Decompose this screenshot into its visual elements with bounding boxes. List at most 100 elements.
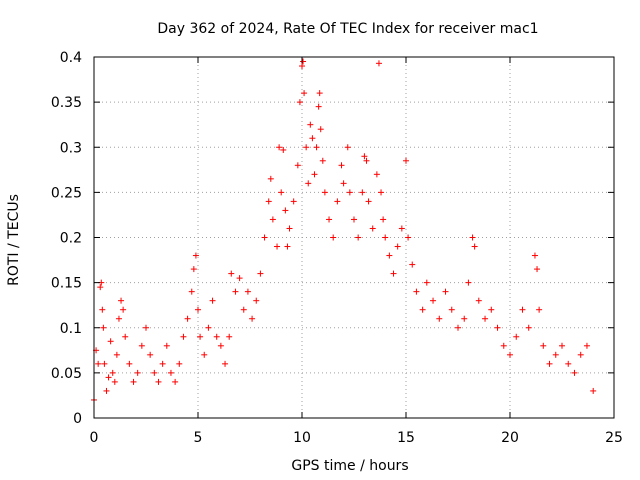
data-point — [209, 297, 216, 304]
data-point — [469, 234, 476, 241]
data-point — [488, 306, 495, 313]
data-point — [552, 351, 559, 358]
data-point — [290, 198, 297, 205]
data-point — [442, 288, 449, 295]
data-point — [373, 171, 380, 178]
data-point — [513, 333, 520, 340]
data-point — [311, 171, 318, 178]
data-point — [344, 144, 351, 151]
data-point — [363, 157, 370, 164]
data-point — [375, 60, 382, 67]
data-point — [394, 243, 401, 250]
data-point — [197, 333, 204, 340]
data-point — [571, 369, 578, 376]
data-point — [118, 297, 125, 304]
data-point — [419, 306, 426, 313]
y-axis-label: ROTI / TECUs — [6, 194, 22, 286]
data-point — [340, 180, 347, 187]
data-point — [531, 252, 538, 259]
grid-lines — [94, 57, 614, 418]
data-point — [565, 360, 572, 367]
data-point — [240, 306, 247, 313]
data-point — [232, 288, 239, 295]
data-point — [99, 306, 106, 313]
data-point — [413, 288, 420, 295]
data-point — [546, 360, 553, 367]
data-point — [100, 324, 107, 331]
data-point — [134, 369, 141, 376]
data-point — [430, 297, 437, 304]
data-point — [276, 144, 283, 151]
data-point — [236, 275, 243, 282]
data-point — [330, 234, 337, 241]
data-point — [351, 216, 357, 223]
data-point — [280, 146, 287, 153]
data-point — [111, 378, 118, 385]
data-point — [184, 315, 191, 322]
data-point — [201, 351, 208, 358]
data-point — [338, 162, 345, 169]
data-point — [471, 243, 478, 250]
data-point — [461, 315, 468, 322]
data-point — [465, 279, 472, 286]
data-point — [278, 189, 285, 196]
data-point — [176, 360, 183, 367]
data-point — [315, 103, 322, 110]
y-tick-label: 0.4 — [60, 50, 82, 66]
data-point — [122, 333, 129, 340]
data-point — [507, 351, 513, 358]
data-point — [583, 342, 590, 349]
data-point — [423, 279, 430, 286]
data-point — [267, 175, 274, 182]
x-tick-label: 25 — [605, 430, 623, 446]
data-point — [97, 284, 104, 291]
data-point — [167, 369, 174, 376]
data-point — [143, 324, 149, 331]
data-point — [365, 198, 372, 205]
data-point — [294, 162, 301, 169]
data-point — [101, 360, 108, 367]
y-tick-label: 0.3 — [60, 140, 82, 156]
data-point — [138, 342, 145, 349]
y-tick-label: 0.1 — [60, 321, 82, 337]
data-point — [398, 225, 405, 232]
x-tick-label: 0 — [90, 430, 99, 446]
data-point — [334, 198, 341, 205]
x-tick-labels: 0 5 10 15 20 25 — [90, 430, 623, 446]
data-point — [265, 198, 272, 205]
data-point — [405, 234, 412, 241]
x-tick-label: 20 — [501, 430, 519, 446]
data-point — [105, 374, 112, 381]
data-point — [205, 324, 212, 331]
y-tick-label: 0.05 — [51, 366, 82, 382]
data-point — [519, 306, 526, 313]
data-point — [195, 306, 201, 313]
data-point — [559, 342, 565, 349]
data-point — [448, 306, 455, 313]
y-tick-labels: 0 0.05 0.1 0.15 0.2 0.25 0.3 0.35 0.4 — [51, 50, 82, 427]
data-point — [359, 189, 366, 196]
x-axis-label: GPS time / hours — [291, 458, 408, 474]
data-point — [525, 324, 532, 331]
data-point — [540, 342, 547, 349]
y-tick-label: 0 — [73, 411, 82, 427]
data-point — [326, 216, 333, 223]
data-point — [190, 266, 197, 273]
data-point — [228, 270, 235, 277]
data-point — [222, 360, 229, 367]
data-point — [257, 270, 264, 277]
data-point — [317, 126, 324, 133]
x-tick-label: 10 — [293, 430, 311, 446]
data-point — [319, 157, 326, 164]
data-point — [151, 369, 158, 376]
data-point — [321, 189, 328, 196]
data-point — [192, 252, 199, 259]
data-point — [244, 288, 251, 295]
data-point — [217, 342, 224, 349]
data-point — [475, 297, 482, 304]
data-point — [577, 351, 584, 358]
data-point — [307, 121, 314, 128]
data-point — [126, 360, 133, 367]
data-point — [95, 360, 102, 367]
